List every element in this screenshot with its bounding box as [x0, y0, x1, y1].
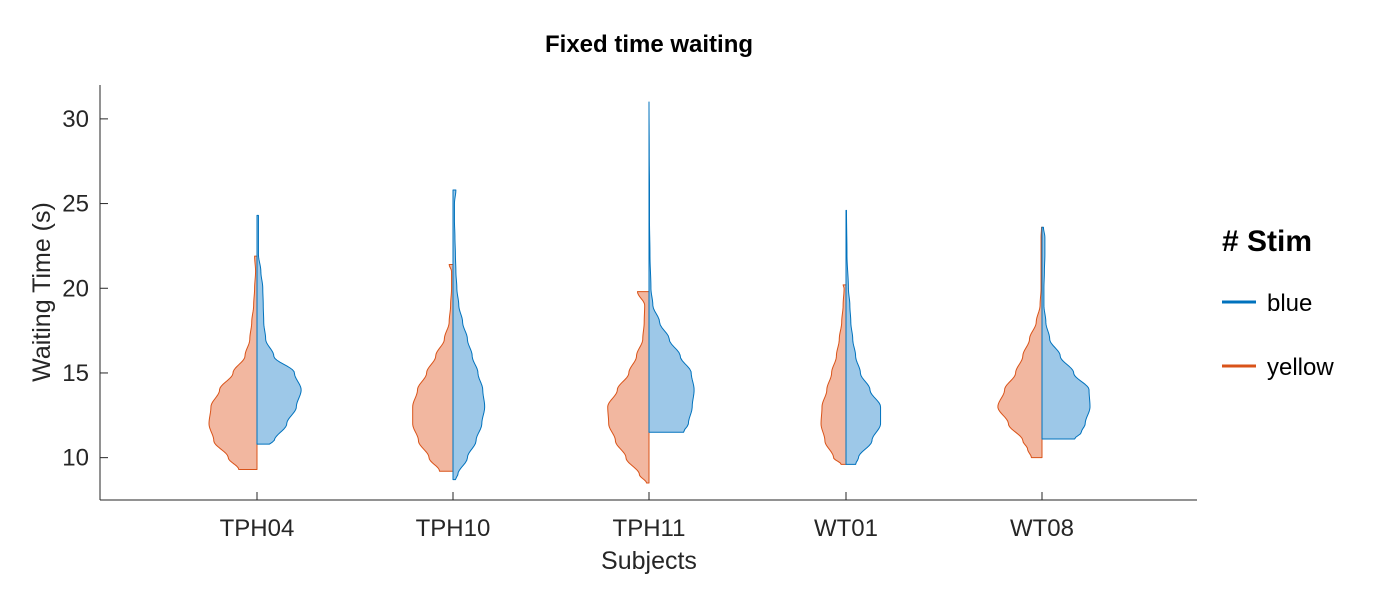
legend-entry-blue: blue: [1222, 290, 1312, 317]
y-tick-label: 20: [62, 275, 89, 302]
legend-label-yellow: yellow: [1267, 354, 1334, 381]
x-axis-label: Subjects: [601, 547, 697, 575]
violin-yellow-tph11: [607, 291, 650, 484]
x-tick-label-wt08: WT08: [1010, 515, 1074, 542]
violin-yellow-wt01: [820, 284, 847, 465]
y-axis-label: Waiting Time (s): [28, 202, 56, 382]
y-tick-label: 10: [62, 445, 89, 472]
violin-blue-wt08: [1041, 226, 1091, 440]
violin-yellow-tph04: [208, 255, 258, 471]
x-axis-ticks: TPH04 TPH10 TPH11 WT01 WT08: [220, 492, 1074, 542]
legend-label-blue: blue: [1267, 290, 1312, 317]
legend: # Stim blue yellow: [1222, 225, 1334, 381]
violin-plot-area: [208, 101, 1091, 484]
x-tick-label-tph11: TPH11: [613, 515, 686, 542]
y-tick-label: 25: [62, 191, 89, 218]
y-tick-label: 30: [62, 106, 89, 133]
violin-yellow-tph10: [412, 264, 454, 472]
x-tick-label-tph04: TPH04: [220, 515, 295, 542]
legend-entry-yellow: yellow: [1222, 354, 1334, 381]
x-tick-label-wt01: WT01: [814, 515, 878, 542]
violin-blue-tph10: [452, 189, 486, 481]
violin-yellow-wt08: [997, 226, 1043, 459]
violin-blue-wt01: [845, 209, 882, 465]
x-tick-label-tph10: TPH10: [416, 515, 491, 542]
violin-blue-tph11: [648, 101, 695, 433]
y-tick-label: 15: [62, 360, 89, 387]
chart-title: Fixed time waiting: [545, 31, 753, 58]
legend-title: # Stim: [1222, 225, 1312, 258]
violin-blue-tph04: [256, 214, 302, 445]
y-axis-ticks: 10 15 20 25 30: [62, 106, 108, 472]
